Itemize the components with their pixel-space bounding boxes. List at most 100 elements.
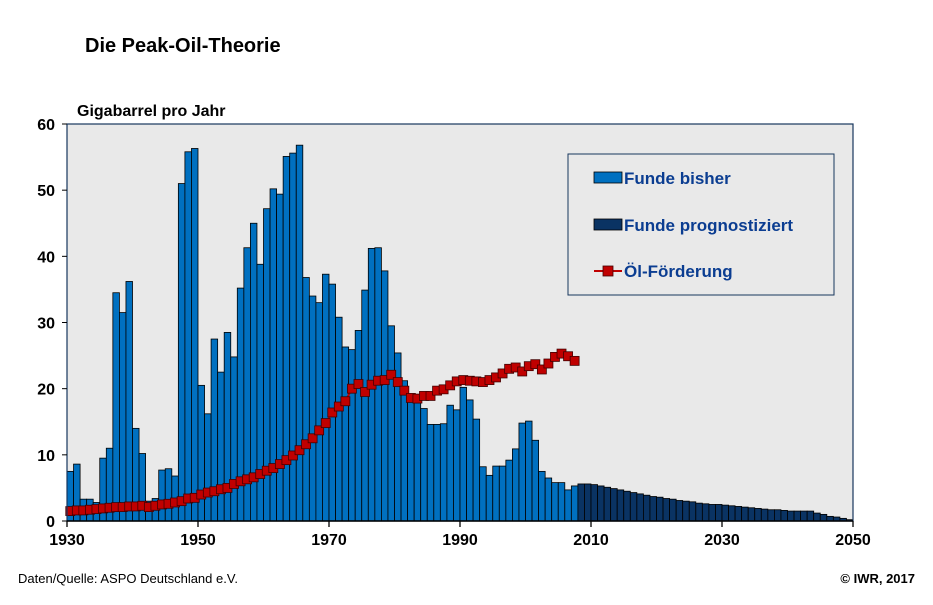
y-tick-label: 20: [37, 382, 55, 399]
x-tick-label: 2030: [704, 532, 740, 549]
bar-funde-bisher: [479, 466, 487, 522]
bar-funde-prognose: [597, 485, 605, 522]
legend: Funde bisher Funde prognostiziert Öl-För…: [567, 153, 835, 296]
bar-funde-bisher: [413, 398, 422, 522]
bar-funde-prognose: [688, 501, 697, 522]
bar-funde-prognose: [708, 504, 716, 522]
bar-funde-bisher: [191, 148, 199, 522]
bar-funde-bisher: [302, 277, 310, 522]
oil-production-marker: [307, 433, 318, 444]
bar-funde-bisher: [361, 289, 369, 522]
oil-production-series: [65, 348, 580, 516]
bar-funde-prognose: [747, 507, 756, 522]
bar-funde-bisher: [505, 459, 513, 522]
bar-funde-prognose: [610, 488, 618, 522]
bar-funde-prognose: [760, 508, 769, 522]
oil-production-marker: [399, 385, 410, 396]
bar-funde-prognose: [669, 498, 677, 522]
bar-funde-prognose: [682, 500, 690, 522]
bar-funde-bisher: [315, 302, 323, 522]
bar-funde-prognose: [780, 510, 788, 522]
bar-funde-bisher: [380, 270, 389, 522]
bar-funde-bisher: [217, 371, 225, 522]
bar-funde-prognose: [813, 512, 821, 522]
bar-funde-bisher: [525, 420, 533, 522]
bar-funde-bisher: [341, 346, 350, 522]
x-tick-label: 2010: [573, 532, 609, 549]
oil-production-marker: [543, 358, 554, 369]
oil-production-marker: [327, 407, 338, 418]
oil-production-marker: [530, 359, 541, 370]
bar-funde-prognose: [649, 496, 657, 522]
bar-funde-prognose: [629, 492, 638, 522]
bar-funde-bisher: [230, 356, 238, 522]
bar-funde-bisher: [119, 312, 127, 522]
x-tick-label: 1950: [180, 532, 216, 549]
oil-production-marker: [288, 450, 298, 461]
x-tick-label: 2050: [835, 532, 871, 549]
oil-production-marker: [353, 379, 364, 389]
bar-funde-bisher: [433, 423, 441, 522]
oil-production-marker: [386, 369, 397, 380]
bar-funde-bisher: [387, 325, 395, 522]
bar-funde-prognose: [806, 510, 815, 522]
bar-funde-bisher: [485, 474, 494, 522]
bar-funde-bisher: [177, 183, 186, 522]
copyright-note: © IWR, 2017: [840, 571, 915, 586]
oil-production-marker: [360, 387, 370, 397]
oil-production-marker: [301, 439, 311, 450]
y-tick-label: 30: [37, 316, 55, 333]
y-tick-label: 40: [37, 249, 55, 266]
bar-funde-prognose: [774, 509, 782, 522]
bar-funde-prognose: [656, 496, 664, 522]
y-tick-label: 60: [37, 117, 55, 134]
bar-funde-bisher: [348, 349, 356, 522]
bar-funde-prognose: [800, 510, 808, 522]
bar-funde-bisher: [466, 399, 474, 522]
bar-funde-bisher: [446, 404, 454, 522]
bar-funde-bisher: [557, 482, 566, 522]
bar-funde-prognose: [695, 502, 703, 522]
bar-funde-prognose: [584, 483, 592, 522]
bar-funde-bisher: [512, 448, 520, 522]
bar-funde-prognose: [721, 504, 729, 522]
x-tick-label: 1970: [311, 532, 347, 549]
bar-funde-bisher: [112, 292, 120, 522]
bar-funde-bisher: [354, 330, 363, 522]
bar-funde-prognose: [590, 484, 598, 522]
bar-funde-prognose: [787, 510, 795, 522]
bar-funde-bisher: [420, 408, 428, 522]
bar-funde-prognose: [643, 494, 651, 522]
oil-production-marker: [425, 391, 436, 401]
bar-funde-prognose: [793, 510, 801, 522]
bar-funde-bisher: [335, 316, 343, 522]
oil-production-marker: [517, 366, 528, 377]
chart-title: Die Peak-Oil-Theorie: [85, 35, 281, 57]
source-note: Daten/Quelle: ASPO Deutschland e.V.: [18, 571, 238, 586]
bar-funde-bisher: [564, 489, 572, 522]
bar-funde-prognose: [603, 486, 612, 522]
bar-funde-bisher: [531, 439, 539, 522]
oil-production-marker: [314, 425, 325, 436]
bar-funde-prognose: [675, 500, 684, 522]
bar-funde-bisher: [204, 413, 212, 522]
bar-funde-prognose: [715, 504, 723, 522]
bar-funde-bisher: [184, 151, 192, 522]
bar-funde-prognose: [701, 503, 710, 522]
legend-swatch-funde-prognose: [593, 218, 623, 231]
bar-funde-bisher: [164, 468, 173, 522]
y-axis-label: Gigabarrel pro Jahr: [77, 103, 226, 120]
oil-production-marker: [294, 445, 305, 456]
bar-funde-bisher: [544, 477, 553, 522]
legend-label-funde-bisher: Funde bisher: [624, 169, 731, 188]
bar-funde-bisher: [498, 465, 507, 522]
bar-funde-bisher: [256, 263, 264, 522]
oil-production-marker: [392, 377, 403, 387]
bar-funde-prognose: [616, 489, 625, 522]
legend-label-funde-prognose: Funde prognostiziert: [624, 216, 793, 235]
y-tick-label: 0: [46, 514, 55, 531]
oil-production-marker: [340, 396, 351, 407]
bar-funde-bisher: [158, 469, 166, 522]
bar-funde-bisher: [322, 273, 330, 522]
